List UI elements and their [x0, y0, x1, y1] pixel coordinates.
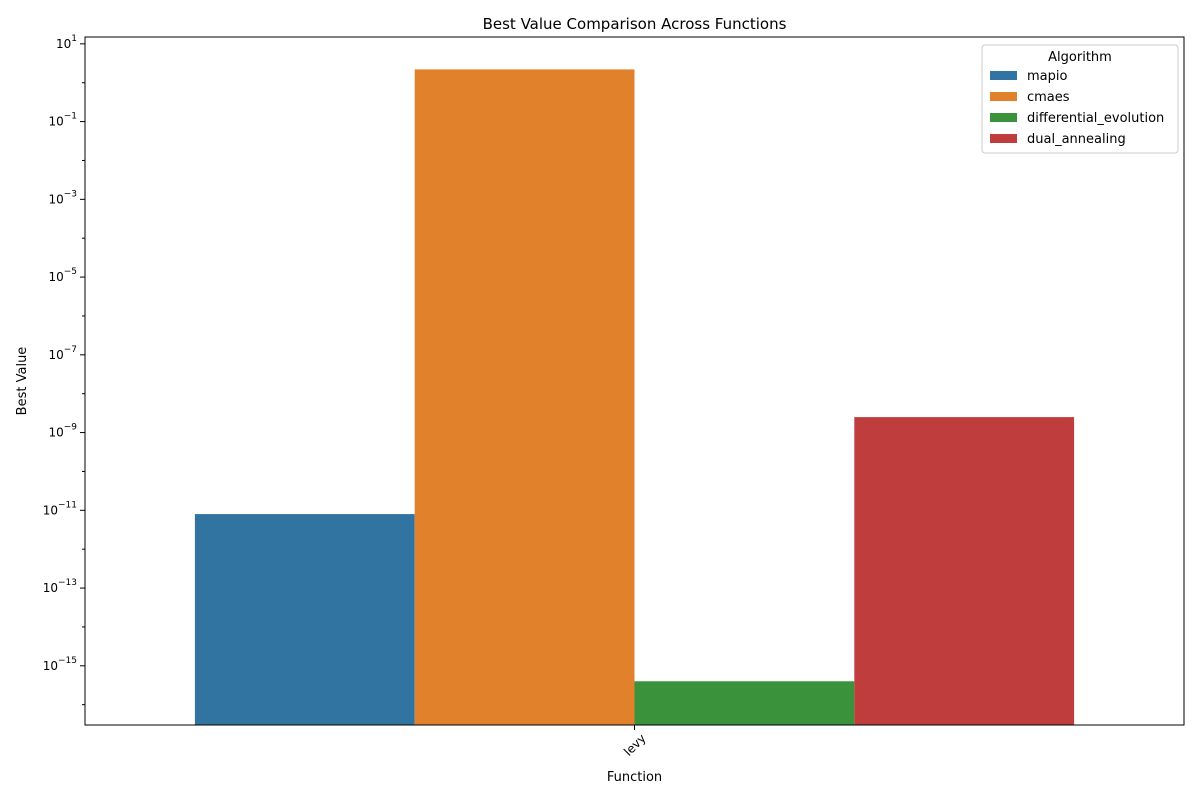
bar-dual_annealing [854, 417, 1075, 725]
legend-swatch-differential_evolution [990, 113, 1017, 122]
legend-title: Algorithm [1048, 50, 1112, 65]
bar-differential_evolution [634, 681, 855, 725]
y-tick-label: 10−15 [43, 656, 77, 673]
bar-mapio [194, 514, 415, 725]
y-tick-label: 10−3 [48, 189, 77, 206]
y-tick-label: 101 [56, 34, 77, 51]
y-tick-label: 10−9 [48, 423, 77, 440]
chart-title: Best Value Comparison Across Functions [483, 15, 787, 33]
legend: Algorithm mapio cmaes differential_evolutio… [981, 44, 1179, 154]
plot-frame [84, 36, 1185, 726]
legend-label-dual_annealing: dual_annealing [1027, 132, 1126, 147]
legend-swatch-cmaes [990, 92, 1017, 101]
x-axis-label: Function [607, 770, 662, 785]
y-tick-label: 10−5 [48, 267, 77, 284]
legend-label-mapio: mapio [1027, 69, 1067, 84]
x-axis-ticks: levy [621, 725, 649, 759]
y-tick-label: 10−1 [48, 112, 77, 129]
x-tick-label: levy [621, 731, 649, 759]
y-tick-label: 10−11 [43, 500, 77, 517]
legend-swatch-mapio [990, 71, 1017, 80]
bars [194, 69, 1075, 726]
y-axis-label: Best Value [15, 347, 30, 416]
y-axis-ticks: 101 10−1 10−3 10−5 10−7 10−9 10−11 10−13 10−15 [43, 34, 85, 706]
bar-cmaes [414, 69, 635, 726]
y-tick-label: 10−7 [48, 345, 77, 362]
legend-label-cmaes: cmaes [1027, 90, 1070, 105]
y-tick-label: 10−13 [43, 578, 77, 595]
legend-swatch-dual_annealing [990, 134, 1017, 143]
legend-label-differential_evolution: differential_evolution [1027, 111, 1164, 126]
legend-box [981, 44, 1179, 154]
